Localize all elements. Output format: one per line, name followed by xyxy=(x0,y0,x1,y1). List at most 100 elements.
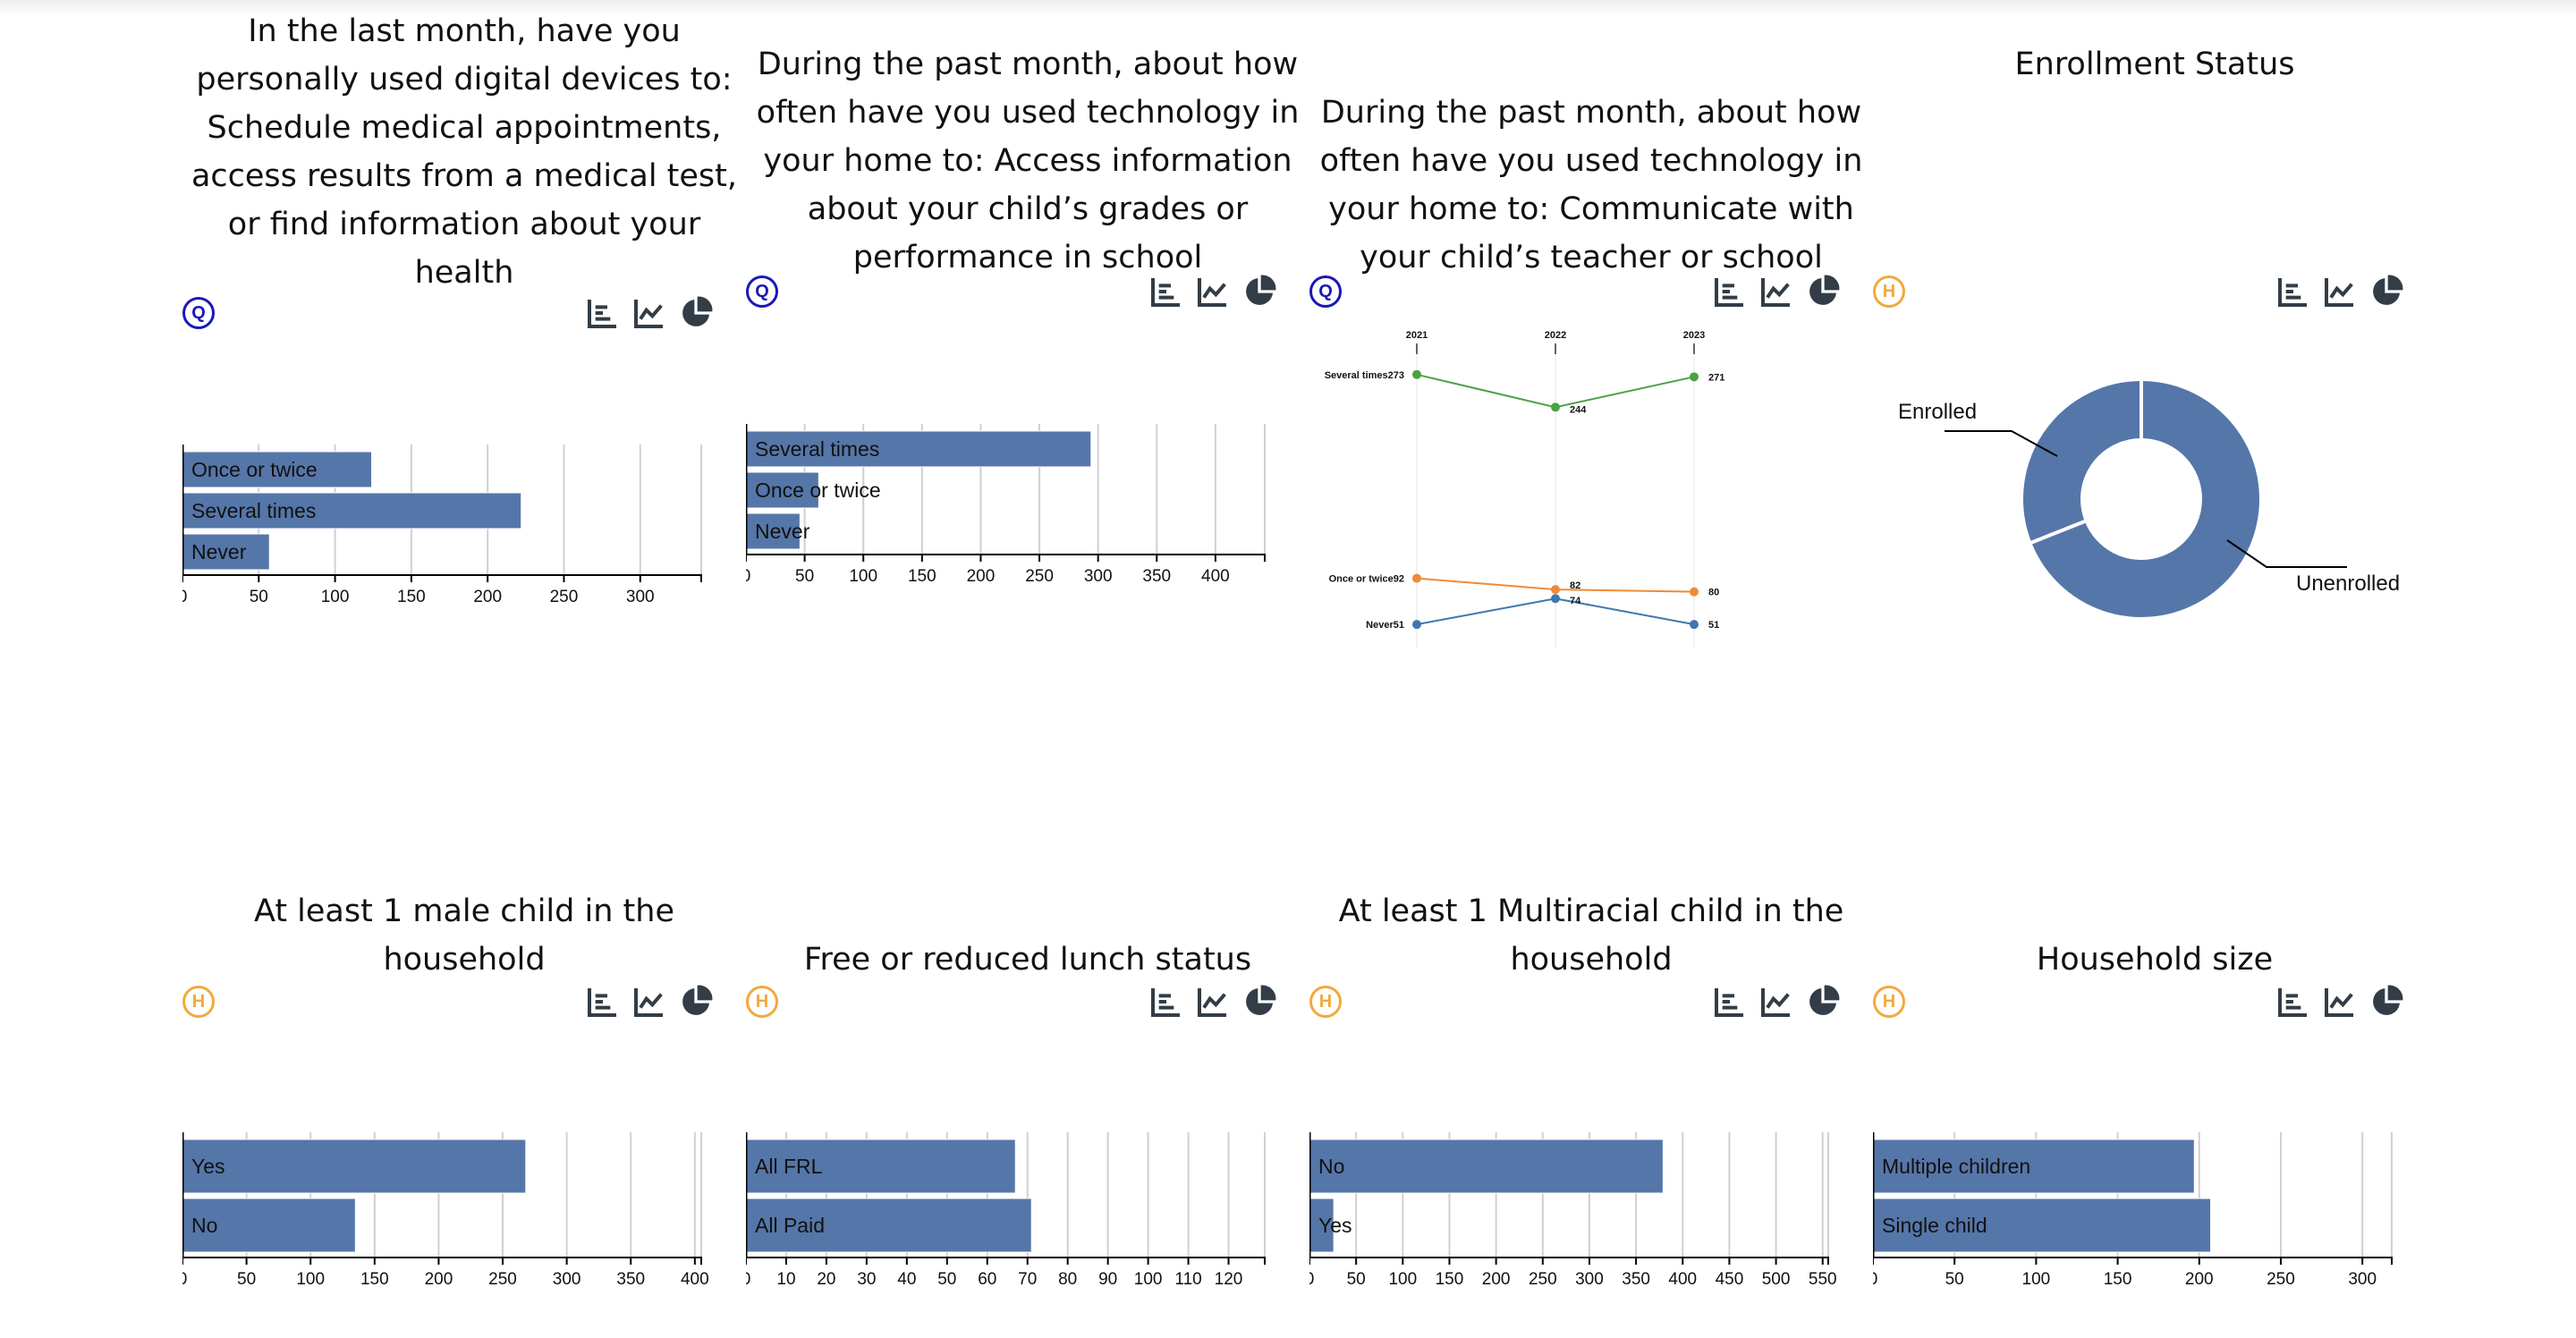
slice-label: Enrolled xyxy=(1898,400,1977,424)
line-chart-icon[interactable] xyxy=(1758,274,1794,309)
data-point[interactable] xyxy=(1412,573,1421,583)
x-tick-label: 80 xyxy=(1058,1270,1077,1289)
bar-chart-icon[interactable] xyxy=(2275,984,2311,1020)
data-point[interactable] xyxy=(1551,594,1560,604)
data-point[interactable] xyxy=(1690,372,1699,382)
line-chart-icon[interactable] xyxy=(631,984,667,1020)
bar[interactable] xyxy=(746,430,1092,468)
x-tick-label: 100 xyxy=(321,588,350,606)
bar-chart-icon[interactable] xyxy=(2275,274,2311,309)
bar[interactable] xyxy=(746,471,819,509)
leader-line xyxy=(1945,430,2058,457)
pie-chart-icon[interactable] xyxy=(678,295,714,331)
x-tick-label: 2022 xyxy=(1545,330,1566,341)
chart-type-switcher xyxy=(2275,984,2410,1020)
bar-chart-icon[interactable] xyxy=(1148,274,1184,309)
chart-title: Household size xyxy=(2036,942,2274,978)
x-tick-label: 100 xyxy=(296,1270,325,1289)
bar-chart-icon[interactable] xyxy=(1148,984,1184,1020)
x-tick-label: 300 xyxy=(626,588,655,606)
bar[interactable] xyxy=(182,1198,356,1253)
chart-type-switcher xyxy=(1148,984,1283,1020)
x-tick-label: 50 xyxy=(237,1270,256,1289)
bar[interactable] xyxy=(182,1139,527,1194)
bar[interactable] xyxy=(1309,1139,1664,1194)
line-chart-icon[interactable] xyxy=(1195,274,1231,309)
data-point[interactable] xyxy=(1551,585,1560,595)
chart-title: During the past month, about how often h… xyxy=(756,47,1300,275)
data-point[interactable] xyxy=(1551,402,1560,412)
bar-chart-icon[interactable] xyxy=(1712,274,1748,309)
line-chart-icon[interactable] xyxy=(2322,984,2358,1020)
line-chart-icon[interactable] xyxy=(1758,984,1794,1020)
x-tick-label: 50 xyxy=(1347,1270,1366,1289)
data-point[interactable] xyxy=(1412,369,1421,379)
bar[interactable] xyxy=(182,533,270,571)
question-badge-icon[interactable]: Q xyxy=(1309,275,1342,308)
question-badge-icon[interactable]: Q xyxy=(182,297,215,329)
bar[interactable] xyxy=(746,1198,1032,1253)
pie-chart-icon[interactable] xyxy=(678,984,714,1020)
chart-title: During the past month, about how often h… xyxy=(1319,95,1863,275)
bar[interactable] xyxy=(1309,1198,1335,1253)
x-tick-label: 150 xyxy=(2104,1270,2132,1289)
line-chart-icon[interactable] xyxy=(2322,274,2358,309)
question-badge-icon[interactable]: Q xyxy=(746,275,778,308)
bar[interactable] xyxy=(1873,1198,2212,1253)
pie-chart-icon[interactable] xyxy=(2368,984,2404,1020)
bar-label: No xyxy=(1318,1155,1344,1178)
line-chart-icon[interactable] xyxy=(631,295,667,331)
x-tick-label: 2023 xyxy=(1683,330,1705,341)
line-chart-icon[interactable] xyxy=(1195,984,1231,1020)
bar[interactable] xyxy=(746,1139,1016,1194)
household-badge-icon[interactable]: H xyxy=(1873,275,1905,308)
bar-label: Several times xyxy=(191,499,316,522)
chart-svg: Yes No 0 50 100 150 200 250 300 350 400 xyxy=(182,1132,709,1289)
x-tick-label: 50 xyxy=(937,1270,956,1289)
x-tick-label: 100 xyxy=(2022,1270,2051,1289)
bar-label: Yes xyxy=(191,1155,225,1178)
x-tick-label: 100 xyxy=(1134,1270,1163,1289)
pie-chart-icon[interactable] xyxy=(1805,984,1841,1020)
data-point[interactable] xyxy=(1690,587,1699,597)
pie-chart-icon[interactable] xyxy=(2368,274,2404,309)
data-point[interactable] xyxy=(1690,620,1699,630)
pie-slice[interactable] xyxy=(2027,377,2263,621)
pie-chart-icon[interactable] xyxy=(1241,274,1277,309)
bar[interactable] xyxy=(746,512,801,550)
x-tick-label: 300 xyxy=(2348,1270,2377,1289)
x-tick-label: 350 xyxy=(1622,1270,1650,1289)
leader-line xyxy=(2226,539,2347,568)
household-badge-icon[interactable]: H xyxy=(1873,986,1905,1018)
data-label: 244 xyxy=(1570,404,1587,415)
household-badge-icon[interactable]: H xyxy=(182,986,215,1018)
chart-svg: Once or twice Several times Never 0 50 100 150… xyxy=(182,445,702,606)
x-tick-label: 150 xyxy=(908,567,936,586)
x-tick-label: 200 xyxy=(967,567,996,586)
bar[interactable] xyxy=(182,492,522,529)
x-tick-label: 100 xyxy=(1388,1270,1417,1289)
bar-chart-icon[interactable] xyxy=(1712,984,1748,1020)
bar[interactable] xyxy=(182,451,373,488)
household-badge-icon[interactable]: H xyxy=(1309,986,1342,1018)
x-tick-label: 150 xyxy=(397,588,426,606)
chart-type-switcher xyxy=(1148,274,1283,309)
x-tick-label: 30 xyxy=(857,1270,876,1289)
pie-slice[interactable] xyxy=(2020,377,2143,546)
chart-type-switcher xyxy=(585,984,719,1020)
bar-chart-icon[interactable] xyxy=(585,295,621,331)
chart-type-switcher xyxy=(1712,274,1846,309)
x-tick-label: 300 xyxy=(553,1270,581,1289)
chart-svg: Enrolled Unenrolled xyxy=(1898,377,2400,621)
pie-chart-icon[interactable] xyxy=(1805,274,1841,309)
pie-chart-icon[interactable] xyxy=(1241,984,1277,1020)
bar-label: Several times xyxy=(755,437,879,461)
series-start-label: Never51 xyxy=(1366,620,1404,631)
bar-chart-icon[interactable] xyxy=(585,984,621,1020)
bar[interactable] xyxy=(1873,1139,2195,1194)
chart-svg: 2021 2022 2023 Several times273 244 271 Once o… xyxy=(1325,330,1724,648)
bar-label: Once or twice xyxy=(191,458,318,481)
x-tick-label: 400 xyxy=(1668,1270,1697,1289)
data-point[interactable] xyxy=(1412,620,1421,630)
household-badge-icon[interactable]: H xyxy=(746,986,778,1018)
